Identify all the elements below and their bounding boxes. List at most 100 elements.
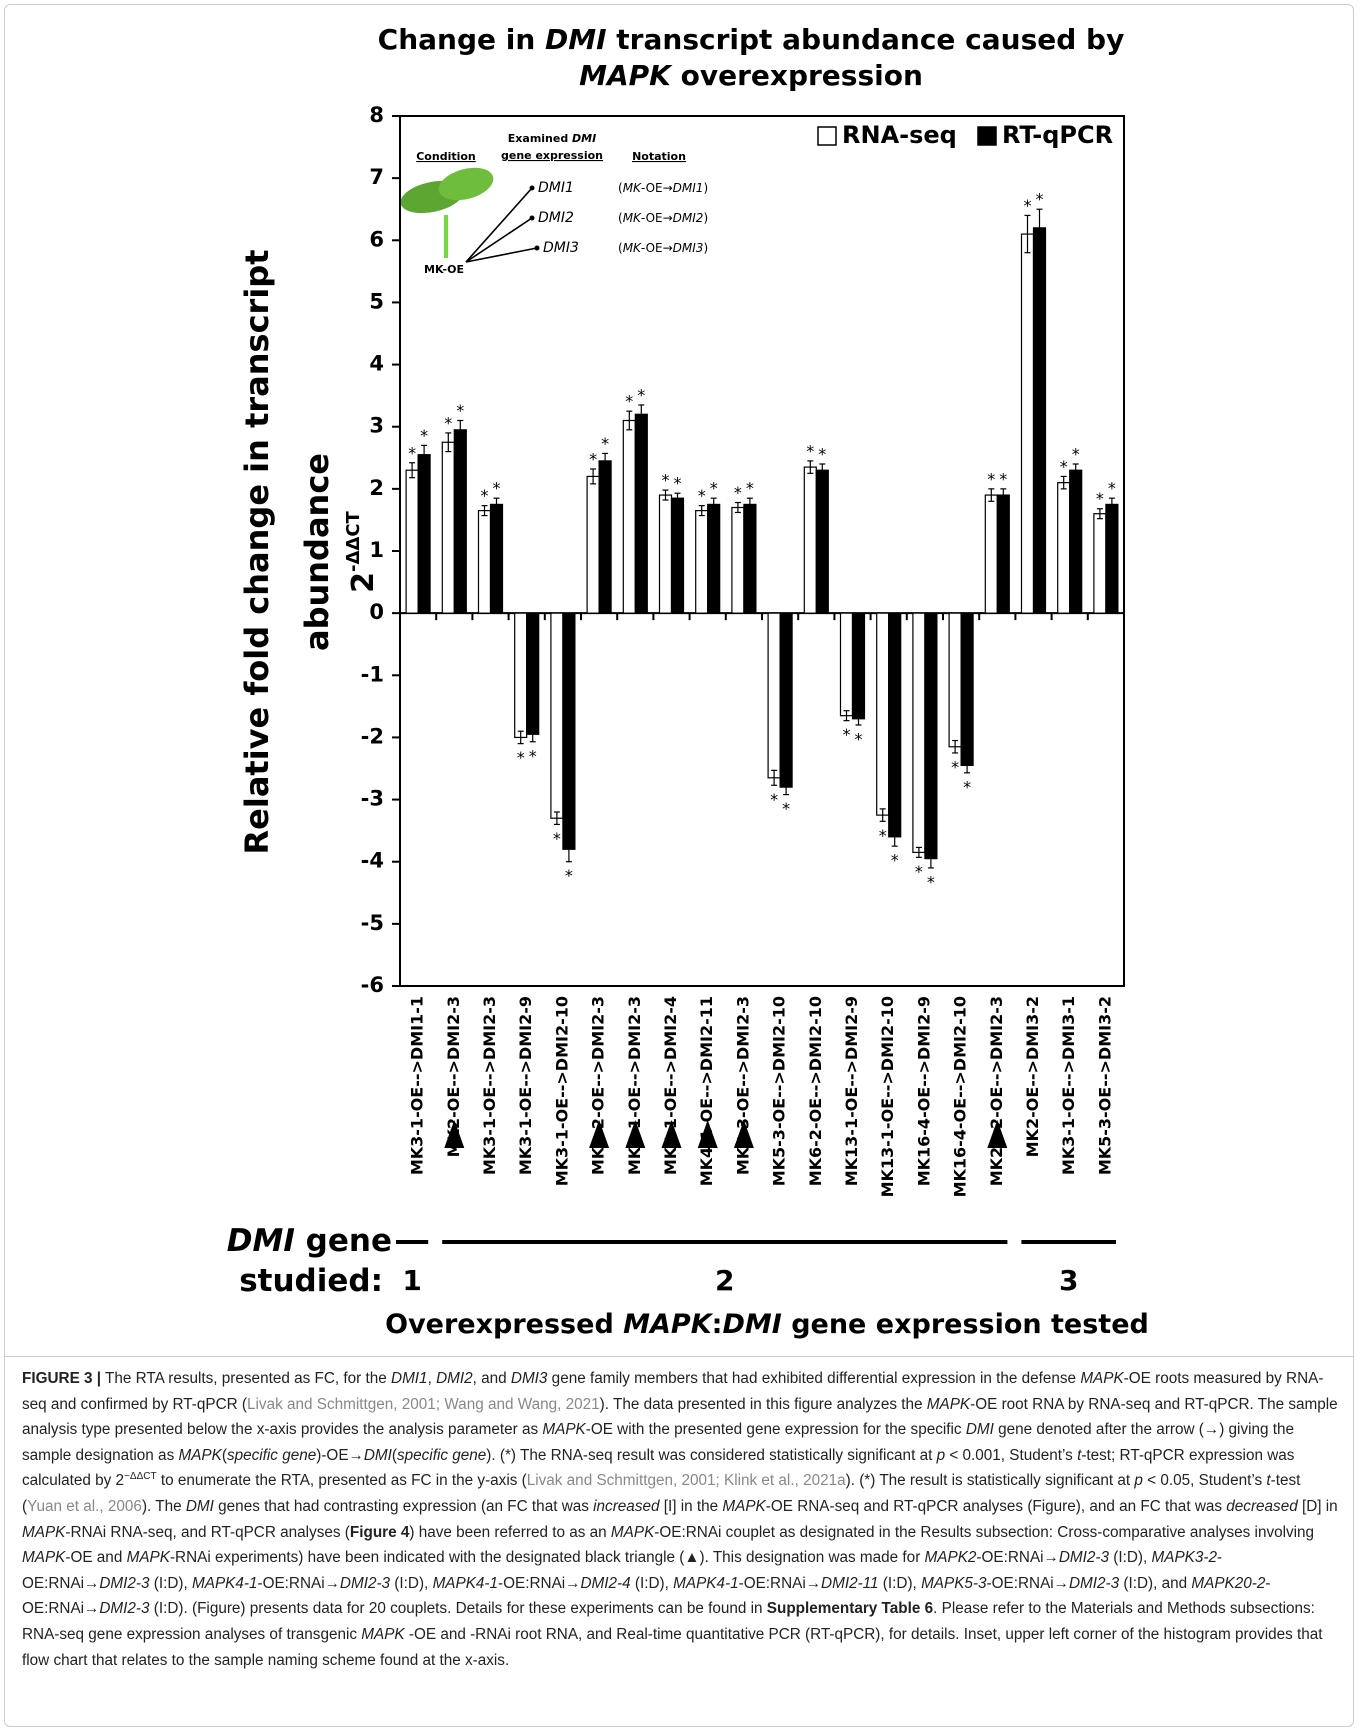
caption-text: [D] in [1297,1497,1338,1515]
x-tick-label: MK3-1-OE-->DMI1-1 [408,996,427,1175]
caption-text: DMI [185,1497,214,1515]
inset-arrow [465,247,538,263]
y-tick-label: -4 [361,849,384,873]
significance-marker: * [565,866,573,885]
significance-marker: * [891,851,899,870]
caption-text: t [1266,1472,1271,1490]
bar [743,503,757,614]
significance-marker: * [999,469,1007,488]
inset-source: MK-OE [424,263,464,276]
y-tick-label: 2 [369,476,384,500]
caption-text: -OE roots measured by RNA-seq and confir… [22,1370,1324,1413]
caption-text: gene family members that had exhibited d… [547,1370,1081,1387]
significance-marker: * [529,746,537,765]
significance-marker: * [855,730,863,749]
caption-text: ). (*) The RNA-seq result was considered… [486,1446,937,1464]
error-bar [964,757,971,774]
caption-text: MAPK [1080,1370,1124,1387]
error-bar [553,811,560,826]
bar [453,429,467,614]
caption-text: , [427,1370,437,1387]
caption-text: -OE:RNAi couplet as designated in the Re… [654,1523,1315,1541]
error-bar [819,463,826,478]
leaf [438,167,494,201]
text-segment: MK [623,241,642,255]
chart: Change in DMI transcript abundance cause… [227,23,1149,1340]
caption-text: -OE and -RNAi root RNA, and Real-time qu… [22,1625,1323,1669]
text-segment: 2 [346,572,381,593]
text-segment: Examined [508,132,572,145]
legend-swatch [977,126,997,146]
citation-link[interactable]: Livak and Schmittgen, 2001; Klink et al.… [526,1472,846,1490]
text-segment: ( [618,241,623,255]
x-tick-label: MK3-1-OE-->DMI2-3 [480,996,499,1175]
bar [622,419,636,614]
error-bar [783,779,790,796]
bar [815,469,829,614]
y-tick-label: -2 [361,724,384,748]
bar [948,612,962,748]
significance-marker: * [806,441,814,460]
couplet-triangle [987,1120,1008,1148]
caption-text: -RNAi experiments) have been indicated w… [169,1549,925,1567]
significance-marker: * [1096,489,1104,508]
caption-text: DMI2-4 [580,1574,631,1592]
group-axis-label: studied: [239,1263,383,1299]
bar [767,612,781,779]
caption-text: DMI1 [391,1370,428,1387]
bar [1069,469,1083,614]
bar [514,612,528,739]
citation-link[interactable]: Livak and Schmittgen, 2001; Wang and Wan… [247,1395,600,1413]
inset-arrowhead [529,215,535,221]
legend-label: RT-qPCR [1002,121,1113,149]
caption-text: p [1134,1472,1143,1490]
y-tick-label: 7 [369,165,384,189]
error-bar [855,711,862,726]
caption-text: -OE and [65,1549,127,1567]
bar [441,441,455,614]
text-segment: gene expression tested [782,1309,1149,1340]
caption-text: Supplementary Table 6 [766,1600,934,1618]
couplet-triangle [697,1120,718,1148]
group-label: 2 [715,1264,734,1297]
bar [1057,482,1071,614]
y-tick-label: -5 [361,911,384,935]
caption-text: DMI2-3 [339,1574,391,1592]
couplet-triangle [589,1120,610,1148]
caption-text: gene denoted after the arrow (→) giving … [22,1421,1295,1464]
caption-text: ). The data presented in this figure ana… [599,1395,927,1413]
significance-marker: * [589,449,597,468]
text-segment: : [712,1309,723,1340]
x-tick-label: MK4-1-OE-->DMI2-11 [697,996,716,1186]
error-bar [915,846,922,858]
y-tick-label: -1 [361,662,384,686]
caption-text: (I:D), [878,1574,922,1592]
inset-notation: (MK-OE→DMI1) [618,181,708,195]
inset-illustration [400,167,494,258]
bar [695,510,709,614]
error-bar [1036,208,1043,248]
bar [477,510,492,614]
error-bar [1000,488,1007,502]
caption-text: DMI2-3 [1068,1574,1120,1592]
error-bar [746,497,753,512]
caption-text: MAPK2 [924,1549,977,1567]
error-bar [529,726,536,743]
text-segment: -ΔΔCT [343,510,364,572]
significance-marker: * [843,725,851,744]
caption-text: DMI2-3 [99,1574,150,1592]
text-segment: Change in [378,23,545,56]
caption-text: -test; RT-qPCR expression was calculated… [22,1446,1295,1490]
citation-link[interactable]: Yuan et al., 2006 [27,1497,142,1515]
caption-text: . Please refer to the Materials and Meth… [22,1600,1315,1643]
caption-text: DMI2-3 [99,1600,150,1618]
caption-text: MAPK20-2 [1191,1574,1266,1592]
caption-text: , and [472,1370,511,1387]
bar [1020,233,1035,614]
significance-marker: * [710,479,718,498]
y-tick-label: 0 [369,600,384,624]
inset-notation: (MK-OE→DMI3) [618,241,708,255]
caption-text: The RTA results, presented as FC, for th… [101,1370,392,1387]
caption-text: MAPK [926,1395,971,1413]
bar [489,503,504,614]
